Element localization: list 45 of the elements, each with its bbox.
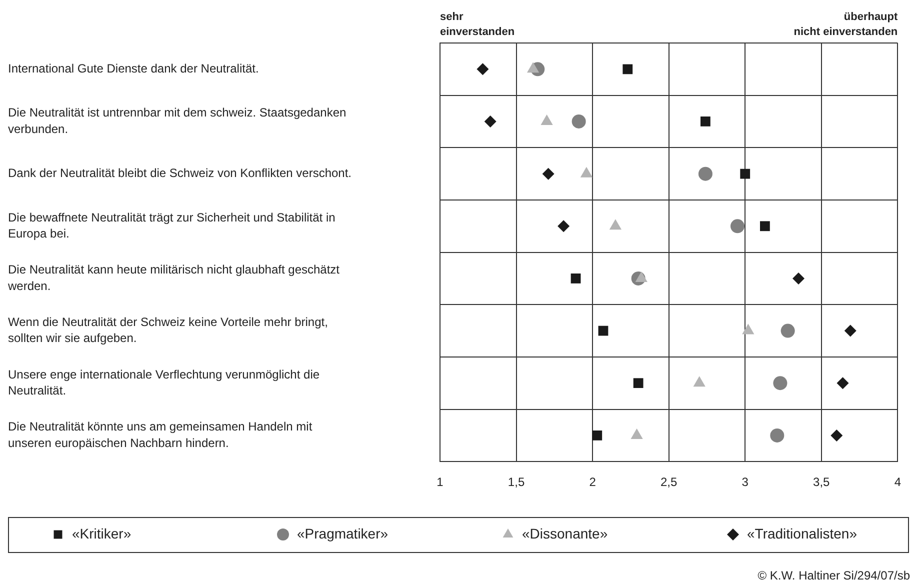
x-tick-label: 2: [589, 475, 596, 490]
legend-label: «Dissonante»: [522, 525, 608, 542]
y-tick-label: Die Neutralität könnte uns am gemeinsamen Handeln mit unseren europäischen Nachbarn hindern.: [8, 420, 313, 450]
point: [830, 429, 843, 442]
x-tick-label: 1,5: [508, 475, 525, 490]
point: [558, 220, 570, 232]
text: sehr einverstanden: [440, 11, 515, 38]
x-tick-label: 2,5: [660, 475, 678, 490]
x-tick-label: 3,5: [813, 475, 830, 490]
y-tick-label: Die Neutralität kann heute militärisch nicht glaubhaft geschätzt werden.: [7, 262, 340, 293]
legend-label: «Pragmatiker»: [297, 525, 388, 542]
point: [598, 326, 608, 336]
text: überhaupt nicht einverstanden: [794, 11, 898, 38]
y-tick-label: Unsere enge internationale Verflechtung verunmöglicht die Neutralität.: [8, 367, 320, 398]
point: [730, 219, 744, 234]
x-tick-label: 3: [742, 475, 749, 490]
point: [592, 430, 602, 440]
point: [698, 166, 712, 181]
x-tick-label: 1: [436, 475, 444, 490]
y-tick-label: International Gute Dienste dank der Neutralität.: [8, 61, 259, 76]
point: [542, 168, 554, 180]
point: [622, 64, 633, 74]
point: [700, 116, 710, 126]
point: [836, 377, 849, 390]
y-tick-label: Wenn die Neutralität der Schweiz keine Vorteile mehr bringt, sollten wir sie aufgeben.: [8, 315, 328, 346]
point: [633, 378, 644, 388]
y-tick-label: Dank der Neutralität bleibt die Schweiz von Konflikten verschont.: [8, 166, 352, 180]
legend-label: «Kritiker»: [72, 525, 132, 542]
x-tick-label: 4: [894, 475, 902, 490]
point: [792, 272, 805, 284]
point: [844, 324, 856, 337]
y-tick-label: Die Neutralität ist untrennbar mit dem schweiz. Staatsgedanken verbunden.: [8, 106, 346, 136]
point: [770, 428, 784, 442]
point: [693, 376, 706, 387]
point: [773, 376, 788, 390]
y-tick-label: Die bewaffnete Neutralität trägt zur Sicherheit und Stabilität in Europa bei.: [8, 210, 336, 241]
legend-label: «Traditionalisten»: [747, 525, 858, 542]
text: © K.W. Haltiner Si/294/07/sb: [758, 568, 910, 582]
point: [760, 221, 770, 232]
point: [740, 168, 750, 179]
point: [476, 63, 489, 76]
point: [570, 274, 581, 284]
point: [484, 115, 496, 128]
point: [780, 324, 795, 338]
point: [572, 114, 586, 128]
